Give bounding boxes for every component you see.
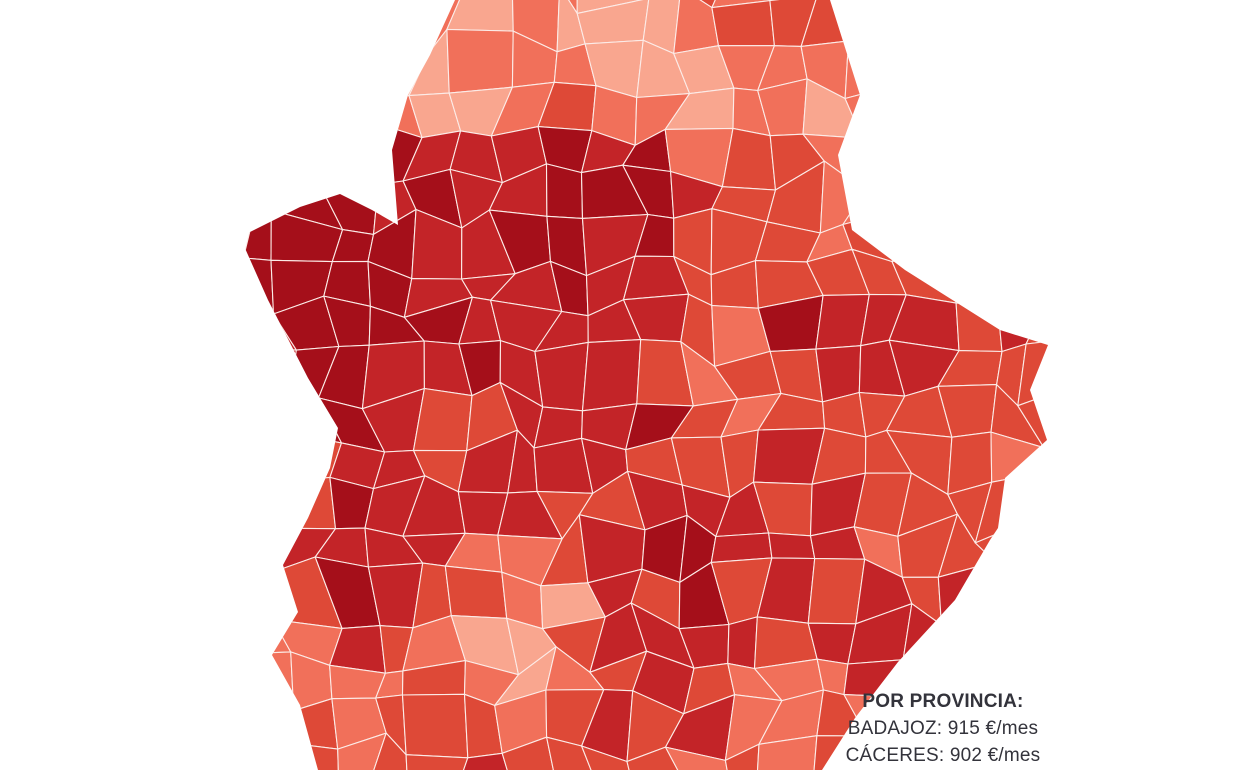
municipality-cell[interactable] — [819, 160, 867, 234]
municipality-cell[interactable] — [225, 651, 295, 712]
municipality-cell[interactable] — [545, 163, 584, 219]
municipality-cell[interactable] — [581, 339, 642, 412]
municipality-cell[interactable] — [844, 30, 904, 100]
municipality-cell[interactable] — [401, 693, 469, 759]
municipality-cell[interactable] — [946, 250, 999, 305]
province-averages-panel: POR PROVINCIA: BADAJOZ: 915 €/mes CÁCERE… — [838, 688, 1048, 769]
municipality-cell[interactable] — [534, 341, 589, 412]
municipality-cell[interactable] — [444, 565, 508, 619]
municipality-cell[interactable] — [727, 616, 758, 670]
municipality-cell[interactable] — [891, 206, 948, 263]
municipality-cell[interactable] — [546, 736, 603, 770]
municipality-cell[interactable] — [228, 346, 297, 397]
municipality-cell[interactable] — [501, 736, 556, 770]
municipality-cell[interactable] — [756, 735, 818, 770]
municipality-cell[interactable] — [412, 387, 473, 452]
municipality-cell[interactable] — [242, 257, 275, 315]
municipality-cell[interactable] — [337, 732, 387, 770]
municipality-cell[interactable] — [581, 745, 637, 770]
municipality-cell[interactable] — [446, 28, 514, 94]
municipality-cell[interactable] — [408, 28, 450, 97]
municipality-cell[interactable] — [293, 698, 339, 750]
municipality-cell[interactable] — [272, 476, 337, 530]
municipality-cell[interactable] — [242, 209, 272, 261]
municipality-cell[interactable] — [807, 557, 866, 625]
municipality-cell[interactable] — [710, 532, 773, 563]
caceres-average-label: CÁCERES: 902 €/mes — [845, 745, 1041, 766]
province-averages-title: POR PROVINCIA: — [862, 691, 1024, 712]
municipality-cell[interactable] — [1017, 336, 1085, 407]
municipality-cell[interactable] — [362, 732, 409, 770]
municipality-cell[interactable] — [724, 743, 760, 770]
municipality-cell[interactable] — [768, 532, 816, 560]
municipality-cell[interactable] — [450, 752, 514, 770]
municipality-cell[interactable] — [955, 302, 1003, 353]
municipality-cell[interactable] — [626, 746, 695, 770]
municipality-cell[interactable] — [405, 754, 469, 770]
municipality-cell[interactable] — [711, 0, 775, 47]
municipality-cell[interactable] — [1017, 382, 1082, 449]
municipality-cell[interactable] — [1025, 294, 1084, 345]
municipality-cell[interactable] — [225, 618, 292, 656]
municipality-cell[interactable] — [842, 185, 910, 226]
badajoz-average-label: BADAJOZ: 915 €/mes — [847, 718, 1039, 739]
municipality-cell[interactable] — [664, 746, 731, 770]
